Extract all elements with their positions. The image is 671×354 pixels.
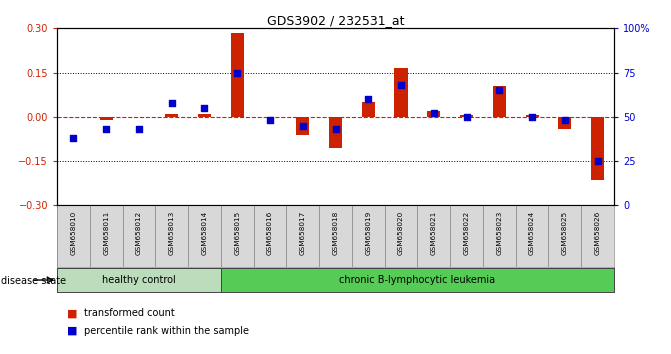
Bar	[221, 205, 254, 267]
Text: GSM658024: GSM658024	[529, 210, 535, 255]
Text: GSM658023: GSM658023	[497, 210, 503, 255]
Point	[363, 96, 374, 102]
Bar	[90, 205, 123, 267]
Title: GDS3902 / 232531_at: GDS3902 / 232531_at	[267, 14, 404, 27]
Bar	[460, 115, 473, 117]
Point	[527, 114, 537, 120]
Bar	[165, 114, 178, 117]
Text: GSM658012: GSM658012	[136, 210, 142, 255]
Bar	[417, 205, 450, 267]
Text: GSM658018: GSM658018	[333, 210, 338, 255]
Bar	[548, 205, 581, 267]
Text: transformed count: transformed count	[84, 308, 174, 318]
Bar	[99, 117, 113, 120]
Bar	[329, 117, 342, 148]
Bar	[123, 205, 155, 267]
Point	[330, 126, 341, 132]
Point	[428, 110, 439, 116]
Bar	[525, 115, 539, 117]
Text: GSM658026: GSM658026	[595, 210, 601, 255]
Point	[166, 100, 177, 105]
Text: GSM658025: GSM658025	[562, 210, 568, 255]
Text: GSM658016: GSM658016	[267, 210, 273, 255]
Bar	[427, 111, 440, 117]
Text: GSM658010: GSM658010	[70, 210, 76, 255]
Bar	[558, 117, 572, 129]
Bar	[57, 205, 90, 267]
Text: GSM658017: GSM658017	[300, 210, 306, 255]
Bar	[384, 205, 417, 267]
Text: GSM658019: GSM658019	[365, 210, 371, 255]
Bar	[188, 205, 221, 267]
Bar	[155, 205, 188, 267]
Bar	[395, 68, 407, 117]
Bar	[231, 33, 244, 117]
Text: GSM658011: GSM658011	[103, 210, 109, 255]
Bar	[352, 205, 384, 267]
Text: GSM658014: GSM658014	[201, 210, 207, 255]
Text: GSM658013: GSM658013	[168, 210, 174, 255]
Point	[297, 123, 308, 129]
Text: GSM658021: GSM658021	[431, 210, 437, 255]
Bar	[296, 117, 309, 135]
Text: GSM658022: GSM658022	[464, 210, 470, 255]
Text: chronic B-lymphocytic leukemia: chronic B-lymphocytic leukemia	[340, 275, 495, 285]
Text: ■: ■	[67, 326, 78, 336]
Point	[494, 87, 505, 93]
Bar	[319, 205, 352, 267]
Point	[134, 126, 144, 132]
Point	[592, 158, 603, 164]
Bar	[493, 86, 506, 117]
Bar	[450, 205, 483, 267]
Point	[264, 118, 275, 123]
Text: disease state: disease state	[1, 276, 66, 286]
Bar	[591, 117, 604, 180]
Point	[396, 82, 407, 88]
Text: GSM658020: GSM658020	[398, 210, 404, 255]
Point	[101, 126, 111, 132]
Bar	[516, 205, 548, 267]
Bar	[362, 102, 375, 117]
Bar	[254, 205, 287, 267]
Bar	[483, 205, 516, 267]
Text: healthy control: healthy control	[102, 275, 176, 285]
Bar	[221, 268, 614, 292]
Bar	[57, 268, 221, 292]
Text: percentile rank within the sample: percentile rank within the sample	[84, 326, 249, 336]
Point	[68, 135, 79, 141]
Point	[199, 105, 210, 111]
Point	[560, 118, 570, 123]
Text: ■: ■	[67, 308, 78, 318]
Text: GSM658015: GSM658015	[234, 210, 240, 255]
Bar	[287, 205, 319, 267]
Bar	[581, 205, 614, 267]
Point	[461, 114, 472, 120]
Point	[232, 70, 243, 75]
Bar	[198, 114, 211, 117]
